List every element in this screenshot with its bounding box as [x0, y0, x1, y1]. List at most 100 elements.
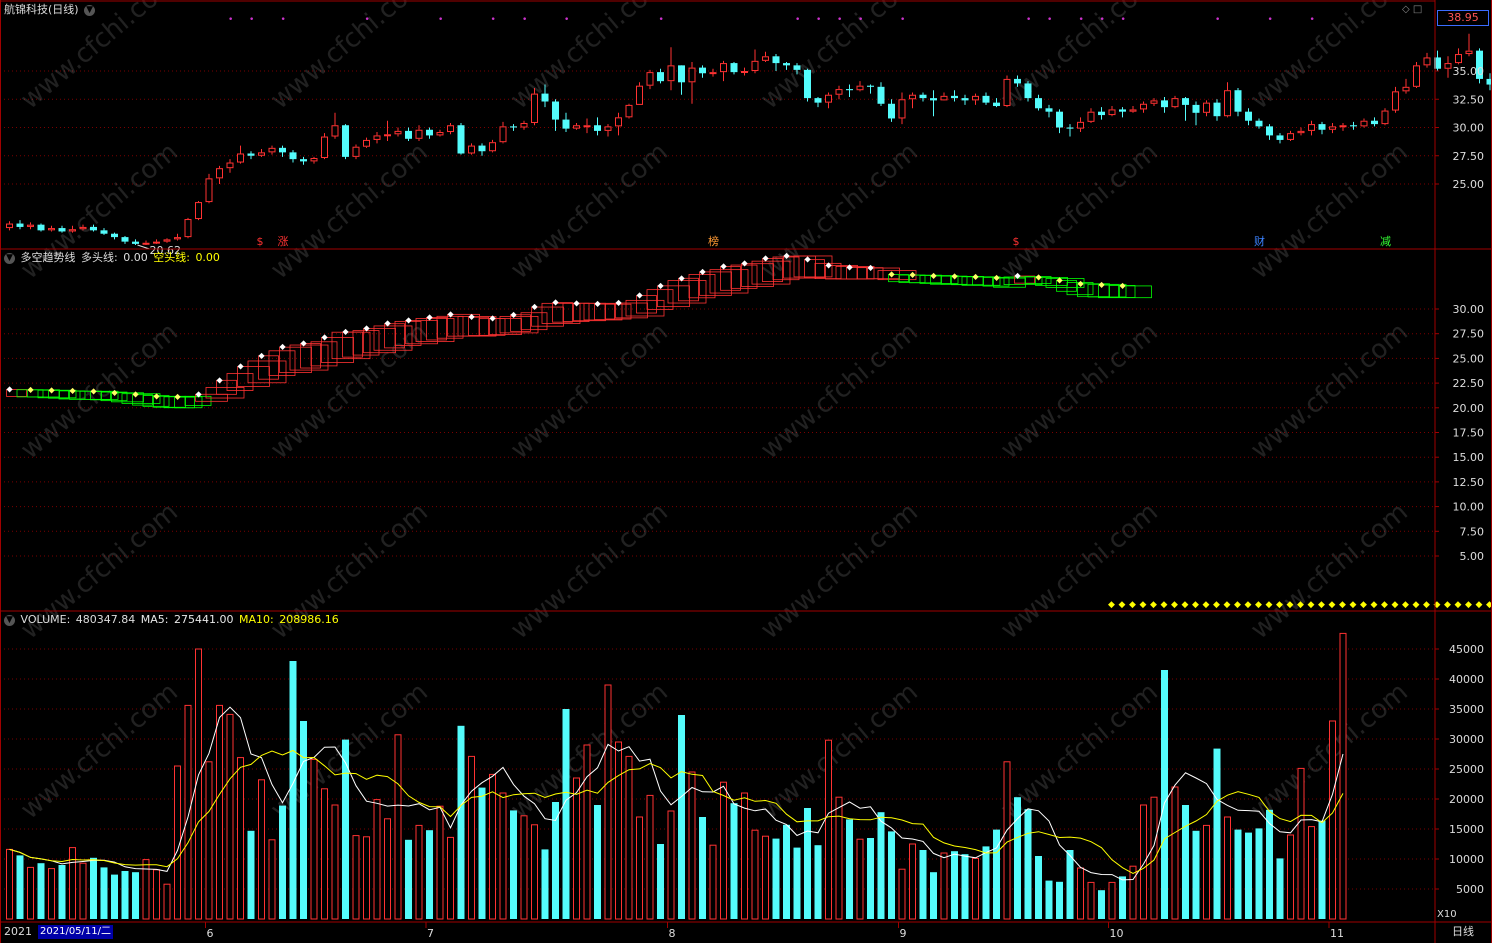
watermark-text: www.cfchi.com — [265, 0, 434, 115]
trend-diamond: ◆ — [1036, 272, 1043, 281]
info-marker-dot: • — [858, 15, 863, 25]
volume-bar-up — [415, 824, 423, 920]
volume-bar-down — [541, 849, 549, 919]
price-tick-label: 25.00 — [1453, 178, 1485, 191]
bear-line-label: 空头线: — [153, 251, 190, 264]
trend-band-box — [667, 280, 707, 304]
candle-body-up — [1150, 100, 1158, 104]
candle-body-down — [37, 224, 45, 231]
trend-band-box — [720, 266, 741, 291]
volume-bar-down — [793, 847, 801, 919]
volume-bar-up — [625, 755, 633, 920]
candle-body-down — [1014, 78, 1021, 84]
ma5-value: 275441.00 — [174, 613, 234, 626]
watermark-text: www.cfchi.com — [265, 137, 434, 285]
price-panel[interactable]: ••••••••••••••••••••••39.3020.62$涨榜$财减 — [6, 15, 1492, 257]
volume-bar-down — [919, 850, 927, 919]
trend-diamond: ◆ — [406, 315, 413, 324]
candle-body-up — [1402, 86, 1410, 92]
volume-bar-down — [342, 739, 349, 919]
trend-diamond: ◆ — [574, 298, 581, 307]
trend-band-box — [373, 325, 413, 351]
volume-bar-up — [258, 779, 265, 920]
candle-body-down — [1486, 78, 1492, 85]
trend-band-box — [867, 267, 900, 280]
candle-body-up — [741, 71, 748, 73]
month-label: 11 — [1330, 927, 1344, 940]
trend-panel-header: ▼ 多空趋势线 多头线: 0.00 空头线: 0.00 — [4, 251, 222, 265]
ma10-line — [9, 749, 1344, 874]
signal-diamond: ◆ — [1308, 600, 1315, 610]
volume-tick-label: 20000 — [1449, 793, 1484, 806]
signal-diamond: ◆ — [1129, 600, 1136, 610]
trend-band-box — [153, 395, 186, 408]
period-label[interactable]: 日线 — [1452, 925, 1474, 938]
candle-body-down — [1318, 124, 1326, 130]
trend-band-box — [279, 346, 312, 373]
info-marker-dot: • — [1268, 15, 1273, 25]
volume-bar-down — [678, 715, 685, 919]
trend-diamond: ◆ — [973, 272, 980, 281]
volume-bar-down — [1066, 850, 1074, 919]
volume-bar-up — [1150, 796, 1158, 920]
trend-band-box — [888, 274, 909, 283]
volume-label[interactable]: VOLUME: — [20, 613, 71, 626]
candle-body-up — [1381, 110, 1389, 125]
ma10-label: MA10: — [239, 613, 274, 626]
signal-diamond: ◆ — [1360, 600, 1367, 610]
volume-bar-up — [268, 839, 276, 920]
event-marker: 财 — [1254, 234, 1265, 248]
trend-band-box — [205, 387, 245, 399]
trend-band-box — [762, 258, 783, 282]
watermark-text: www.cfchi.com — [755, 317, 924, 465]
volume-bar-up — [489, 773, 496, 920]
candle-body-up — [1308, 124, 1315, 131]
trend-diamond: ◆ — [952, 271, 959, 280]
volume-panel[interactable] — [6, 632, 1347, 920]
trend-band-box — [1098, 284, 1119, 299]
candle-body-up — [909, 94, 916, 100]
candle-body-up — [1413, 65, 1420, 87]
restore-icon[interactable]: □ — [1412, 4, 1423, 15]
ma10-value: 208986.16 — [279, 613, 339, 626]
candle-body-down — [247, 153, 255, 156]
signal-diamond: ◆ — [1476, 600, 1483, 610]
volume-tick-label: 10000 — [1449, 853, 1484, 866]
info-marker-dot: • — [438, 15, 443, 25]
candle-body-down — [289, 152, 297, 160]
trend-band-box — [772, 256, 800, 281]
candle-body-up — [205, 178, 213, 203]
volume-bar-up — [835, 796, 843, 920]
trend-band-box — [982, 276, 1010, 287]
volume-bar-down — [993, 829, 1000, 919]
volume-bar-down — [111, 874, 118, 919]
signal-diamond: ◆ — [1434, 600, 1441, 610]
chevron-down-icon[interactable]: ▼ — [84, 4, 96, 16]
trend-diamond: ◆ — [889, 270, 896, 279]
candle-body-up — [636, 85, 643, 105]
candle-body-up — [604, 126, 612, 131]
trend-indicator-name[interactable]: 多空趋势线 — [20, 251, 76, 264]
chevron-down-icon[interactable]: ▼ — [4, 614, 15, 626]
trend-diamond: ◆ — [91, 387, 98, 396]
candle-body-up — [625, 104, 633, 118]
window-controls: ◇ □ — [1402, 4, 1422, 15]
trend-panel[interactable]: ◆ ◆ ◆ ◆ ◆ ◆ ◆ ◆ ◆ ◆◆◆◆◆ ◆◆◆ ◆◆ ◆ ◆ ◆ ◆ ◆ ◆◆ ◆ ◆ ◆ ◆◆◆◆◆◆ ◆◆ ◆ ◆◆… — [6, 251, 1492, 610]
candle-body-down — [1056, 111, 1063, 128]
volume-bar-up — [352, 835, 360, 920]
diamond-icon[interactable]: ◇ — [1402, 4, 1410, 15]
candle-body-up — [268, 147, 276, 153]
volume-bar-up — [1203, 824, 1210, 920]
trend-diamond: ◆ — [826, 260, 833, 269]
price-panel-header: 航锦科技(日线) ▼ — [4, 3, 97, 17]
trend-diamond: ◆ — [70, 386, 77, 395]
trend-diamond: ◆ — [595, 299, 602, 308]
trend-diamond: ◆ — [868, 263, 875, 272]
volume-bar-down — [1098, 890, 1105, 919]
volume-bar-up — [237, 757, 244, 920]
candle-body-down — [961, 98, 969, 101]
chevron-down-icon[interactable]: ▼ — [4, 252, 15, 264]
candle-body-up — [258, 152, 265, 156]
